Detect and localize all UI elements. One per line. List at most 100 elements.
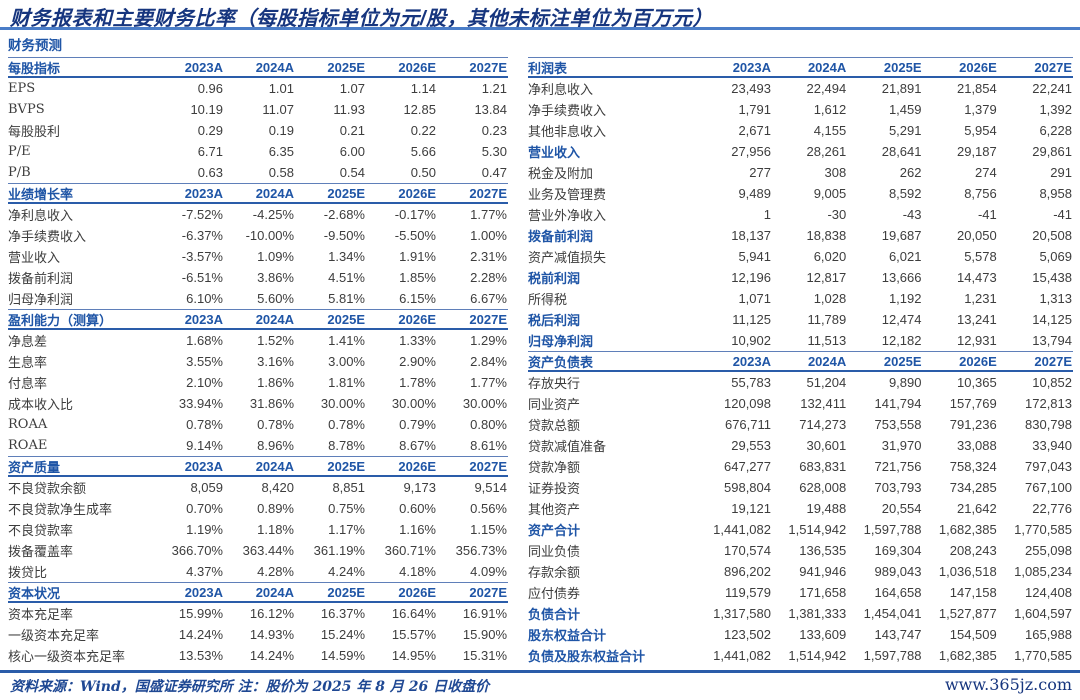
cell-value: 0.21 (339, 123, 365, 138)
cell-value: 2.90% (399, 354, 436, 369)
cell-value: 15.57% (391, 627, 436, 642)
column-header: 2025E (327, 458, 365, 474)
cell-value: 15.90% (462, 627, 507, 642)
cell-value: 0.22 (410, 123, 436, 138)
cell-value: 1.01 (268, 81, 294, 96)
cell-value: 5,291 (888, 123, 922, 138)
table-row: 净手续费收入 -6.37% -10.00% -9.50% -5.50% 1.00% (8, 225, 508, 246)
cell-value: 8,851 (332, 480, 365, 495)
cell-value: 5,941 (738, 249, 771, 264)
row-label: 归母净利润 (528, 335, 594, 350)
column-header: 2023A (184, 458, 223, 474)
cell-value: 0.96 (197, 81, 223, 96)
row-label: 股东权益合计 (528, 629, 607, 644)
right-table-body: 利润表 2023A 2024A 2025E 2026E 2027E 净利息收入 23,493 2… (528, 57, 1073, 666)
cell-value: 1,514,942 (788, 648, 847, 663)
row-label: 成本收入比 (8, 398, 74, 413)
row-label: 其他非息收入 (528, 125, 607, 140)
cell-value: 676,711 (724, 417, 771, 432)
cell-value: 274 (975, 165, 997, 180)
cell-value: 28,261 (806, 144, 847, 159)
table-row: 所得税 1,071 1,028 1,192 1,231 1,313 (528, 288, 1073, 309)
table-row: 营业收入 27,956 28,261 28,641 29,187 29,861 (528, 141, 1073, 162)
cell-value: 16.64% (391, 606, 436, 621)
table-row: 其他资产 19,121 19,488 20,554 21,642 22,776 (528, 498, 1073, 519)
column-header: 2027E (469, 458, 507, 474)
cell-value: 10.19 (190, 102, 223, 117)
cell-value: 6.10% (186, 291, 223, 306)
table-row: 拨备前利润 -6.51% 3.86% 4.51% 1.85% 2.28% (8, 267, 508, 288)
cell-value: 5.81% (328, 291, 365, 306)
cell-value: 0.63 (197, 165, 223, 180)
table-row: 营业外净收入 1 -30 -43 -41 -41 (528, 204, 1073, 225)
row-label: 净手续费收入 (8, 230, 87, 245)
cell-value: 1,085,234 (1014, 564, 1072, 579)
column-header: 2023A (184, 311, 223, 327)
table-row: 资本充足率 15.99% 16.12% 16.37% 16.64% 16.91% (8, 603, 508, 624)
cell-value: 12,817 (806, 270, 847, 285)
cell-value: 4,155 (813, 123, 847, 138)
cell-value: -10.00% (245, 228, 294, 243)
cell-value: -43 (902, 207, 922, 222)
cell-value: 141,794 (874, 396, 922, 411)
cell-value: 1.19% (186, 522, 223, 537)
cell-value: 4.09% (470, 564, 507, 579)
cell-value: 308 (824, 165, 847, 180)
cell-value: 12,182 (881, 333, 922, 348)
table-row: 同业负债 170,574 136,535 169,304 208,243 255,098 (528, 540, 1073, 561)
cell-value: 1,682,385 (938, 648, 997, 663)
column-header: 2026E (398, 311, 436, 327)
cell-value: 2.28% (470, 270, 507, 285)
cell-value: 1,313 (1039, 291, 1072, 306)
column-header: 2027E (469, 311, 507, 327)
section-title: 利润表 (528, 61, 568, 77)
row-label: 贷款总额 (528, 419, 581, 434)
table-row: 一级资本充足率 14.24% 14.93% 15.24% 15.57% 15.90% (8, 624, 508, 645)
cell-value: 1.33% (399, 333, 436, 348)
column-header: 2026E (398, 458, 436, 474)
cell-value: 291 (1050, 165, 1072, 180)
cell-value: 1.17% (328, 522, 365, 537)
table-row: 不良贷款余额 8,059 8,420 8,851 9,173 9,514 (8, 477, 508, 498)
table-row: 证券投资 598,804 628,008 703,793 734,285 767,100 (528, 477, 1073, 498)
cell-value: 598,804 (724, 480, 771, 495)
table-row: BVPS 10.19 11.07 11.93 12.85 13.84 (8, 99, 508, 120)
cell-value: 0.78% (328, 417, 365, 432)
table-row: 净利息收入 -7.52% -4.25% -2.68% -0.17% 1.77% (8, 204, 508, 225)
cell-value: 363.44% (242, 543, 294, 558)
row-label: 不良贷款余额 (8, 482, 87, 497)
cell-value: -7.52% (181, 207, 223, 222)
row-label: ROAE (8, 438, 48, 453)
cell-value: 1.18% (257, 522, 294, 537)
row-label: 业务及管理费 (528, 188, 607, 203)
cell-value: 4.24% (328, 564, 365, 579)
cell-value: 1 (763, 207, 771, 222)
column-header: 2027E (469, 185, 507, 201)
cell-value: 8.96% (257, 438, 294, 453)
cell-value: 119,579 (724, 585, 771, 600)
table-row: 负债及股东权益合计 1,441,082 1,514,942 1,597,788 1,68… (528, 645, 1073, 666)
cell-value: 22,241 (1032, 81, 1072, 96)
cell-value: 1.14 (410, 81, 436, 96)
table-section-header-row: 资产负债表 2023A 2024A 2025E 2026E 2027E (528, 351, 1073, 372)
cell-value: 0.19 (268, 123, 294, 138)
cell-value: 19,687 (881, 228, 922, 243)
cell-value: 13,241 (956, 312, 997, 327)
cell-value: 9,489 (738, 186, 771, 201)
cell-value: -9.50% (323, 228, 365, 243)
cell-value: 30.00% (391, 396, 436, 411)
cell-value: 1.77% (470, 375, 507, 390)
row-label: 税金及附加 (528, 167, 594, 182)
table-row: 业务及管理费 9,489 9,005 8,592 8,756 8,958 (528, 183, 1073, 204)
cell-value: 1.68% (186, 333, 223, 348)
cell-value: 3.86% (257, 270, 294, 285)
cell-value: 157,769 (949, 396, 997, 411)
cell-value: 6.15% (399, 291, 436, 306)
table-row: 不良贷款净生成率 0.70% 0.89% 0.75% 0.60% 0.56% (8, 498, 508, 519)
cell-value: 1.81% (328, 375, 365, 390)
cell-value: 12.85 (403, 102, 436, 117)
site-link[interactable]: www.365jz.com (944, 675, 1072, 694)
cell-value: -0.17% (394, 207, 436, 222)
table-pretitle: 财务预测 (8, 38, 62, 53)
cell-value: 1,597,788 (863, 522, 922, 537)
